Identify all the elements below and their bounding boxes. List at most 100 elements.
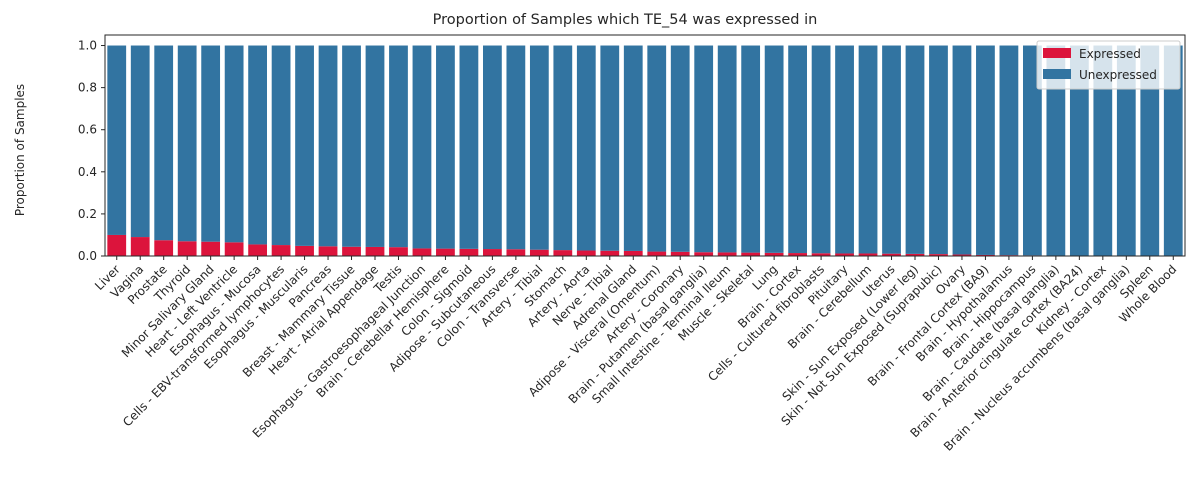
bar-unexpressed-23 bbox=[647, 45, 667, 252]
bar-expressed-20 bbox=[576, 250, 596, 256]
bar-expressed-14 bbox=[436, 248, 455, 256]
bar-unexpressed-7 bbox=[271, 45, 291, 246]
bar-expressed-11 bbox=[365, 246, 385, 256]
y-tick-label: 0.2 bbox=[78, 207, 97, 221]
bar-unexpressed-13 bbox=[412, 45, 432, 249]
legend-frame bbox=[1036, 40, 1181, 90]
bar-unexpressed-16 bbox=[483, 45, 502, 250]
y-axis-title: Proportion of Samples bbox=[13, 84, 27, 216]
bar-unexpressed-10 bbox=[342, 45, 361, 247]
legend: Expressed Unexpressed bbox=[1036, 40, 1181, 90]
bar-expressed-0 bbox=[107, 234, 127, 256]
bar-expressed-24 bbox=[670, 251, 690, 256]
bar-expressed-13 bbox=[412, 248, 432, 256]
bar-expressed-6 bbox=[248, 244, 267, 256]
bar-expressed-1 bbox=[130, 237, 150, 256]
bar-expressed-23 bbox=[647, 251, 667, 256]
bar-expressed-10 bbox=[342, 246, 361, 256]
bar-expressed-8 bbox=[295, 245, 314, 256]
bar-unexpressed-19 bbox=[553, 45, 573, 251]
bar-unexpressed-29 bbox=[788, 45, 807, 254]
bar-unexpressed-6 bbox=[248, 45, 267, 245]
legend-label-expressed: Expressed bbox=[1079, 47, 1141, 61]
bar-expressed-25 bbox=[694, 252, 714, 256]
bar-unexpressed-22 bbox=[623, 45, 643, 251]
bar-expressed-29 bbox=[788, 253, 807, 256]
bar-expressed-5 bbox=[224, 242, 244, 256]
y-tick-label: 0.0 bbox=[78, 249, 97, 263]
chart-title: Proportion of Samples which TE_54 was ex… bbox=[433, 12, 818, 28]
bar-unexpressed-44 bbox=[1140, 45, 1160, 256]
bar-unexpressed-15 bbox=[459, 45, 479, 249]
bar-unexpressed-39 bbox=[1023, 45, 1042, 256]
bar-unexpressed-5 bbox=[224, 45, 244, 243]
bar-expressed-4 bbox=[201, 241, 221, 256]
bar-expressed-28 bbox=[764, 252, 784, 256]
bar-expressed-12 bbox=[389, 247, 408, 256]
bar-expressed-16 bbox=[483, 249, 502, 256]
bar-unexpressed-41 bbox=[1069, 45, 1089, 256]
bar-unexpressed-3 bbox=[177, 45, 197, 242]
bar-unexpressed-34 bbox=[905, 45, 925, 254]
bar-unexpressed-4 bbox=[201, 45, 221, 242]
legend-swatch-unexpressed bbox=[1043, 69, 1071, 79]
bar-expressed-19 bbox=[553, 250, 573, 256]
bar-expressed-7 bbox=[271, 245, 291, 256]
bar-expressed-27 bbox=[741, 252, 761, 256]
bar-unexpressed-9 bbox=[318, 45, 338, 247]
bar-expressed-2 bbox=[154, 240, 174, 256]
y-tick-label: 0.8 bbox=[78, 81, 97, 95]
bar-unexpressed-18 bbox=[529, 45, 549, 250]
bar-unexpressed-14 bbox=[436, 45, 455, 249]
bar-unexpressed-11 bbox=[365, 45, 385, 247]
bar-unexpressed-35 bbox=[929, 45, 948, 255]
bars-group bbox=[107, 45, 1183, 256]
y-tick-label: 0.4 bbox=[78, 165, 97, 179]
axes-group bbox=[104, 34, 1186, 257]
legend-swatch-expressed bbox=[1043, 48, 1071, 58]
plot-frame bbox=[104, 34, 1186, 257]
bar-expressed-36 bbox=[952, 254, 972, 256]
bar-expressed-34 bbox=[905, 253, 925, 256]
bar-unexpressed-36 bbox=[952, 45, 972, 255]
bar-expressed-21 bbox=[600, 250, 620, 256]
bar-unexpressed-32 bbox=[858, 45, 878, 254]
bar-unexpressed-21 bbox=[600, 45, 620, 251]
bar-expressed-17 bbox=[506, 249, 526, 256]
bar-expressed-18 bbox=[529, 249, 549, 256]
bar-unexpressed-37 bbox=[976, 45, 995, 255]
bar-expressed-30 bbox=[811, 253, 831, 256]
bar-unexpressed-45 bbox=[1163, 45, 1183, 256]
legend-label-unexpressed: Unexpressed bbox=[1079, 68, 1157, 82]
bar-unexpressed-40 bbox=[1046, 45, 1066, 256]
bar-unexpressed-27 bbox=[741, 45, 761, 253]
bar-unexpressed-1 bbox=[130, 45, 150, 238]
bar-unexpressed-43 bbox=[1116, 45, 1136, 256]
bar-expressed-9 bbox=[318, 246, 338, 256]
y-tick-label: 0.6 bbox=[78, 123, 97, 137]
bar-expressed-31 bbox=[835, 253, 854, 256]
bar-unexpressed-20 bbox=[576, 45, 596, 251]
bar-expressed-22 bbox=[623, 250, 643, 256]
bar-expressed-15 bbox=[459, 248, 479, 256]
bar-unexpressed-42 bbox=[1093, 45, 1113, 256]
bar-unexpressed-28 bbox=[764, 45, 784, 253]
bar-expressed-26 bbox=[717, 252, 737, 256]
bar-unexpressed-31 bbox=[835, 45, 854, 254]
bar-unexpressed-24 bbox=[670, 45, 690, 252]
bar-unexpressed-12 bbox=[389, 45, 408, 248]
bar-expressed-35 bbox=[929, 254, 948, 256]
y-tick-label: 1.0 bbox=[78, 39, 97, 53]
bar-unexpressed-8 bbox=[295, 45, 314, 246]
bar-unexpressed-17 bbox=[506, 45, 526, 250]
bar-expressed-3 bbox=[177, 241, 197, 256]
bar-expressed-32 bbox=[858, 253, 878, 256]
bar-unexpressed-26 bbox=[717, 45, 737, 253]
bar-unexpressed-0 bbox=[107, 45, 127, 235]
bar-unexpressed-30 bbox=[811, 45, 831, 254]
bar-unexpressed-25 bbox=[694, 45, 714, 253]
bar-expressed-37 bbox=[976, 254, 995, 256]
bar-unexpressed-2 bbox=[154, 45, 174, 241]
bar-unexpressed-38 bbox=[999, 45, 1019, 256]
